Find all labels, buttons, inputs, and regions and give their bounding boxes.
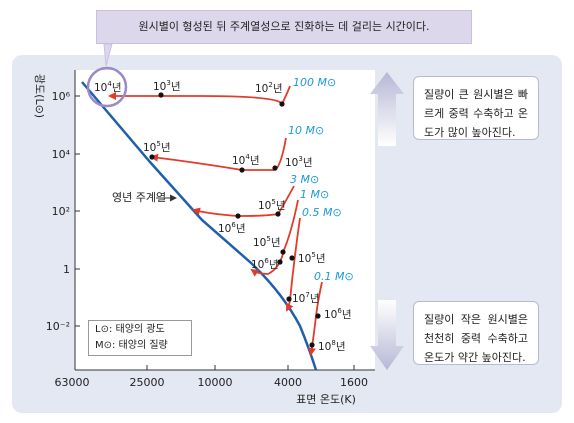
time-dot bbox=[309, 342, 315, 348]
time-dot bbox=[286, 296, 292, 302]
x-tick-label: 10000 bbox=[198, 376, 233, 389]
time-dot bbox=[272, 165, 278, 171]
main-sequence-label: 영년 주계열 bbox=[112, 191, 166, 204]
time-dots bbox=[149, 92, 321, 348]
down-arrow-icon bbox=[370, 300, 404, 370]
time-label: 103년 bbox=[153, 79, 181, 93]
legend-luminosity: L⊙: 태양의 광도 bbox=[95, 324, 165, 335]
x-ticks bbox=[74, 365, 355, 370]
time-dot bbox=[279, 101, 285, 107]
y-tick-label: 10² bbox=[52, 205, 70, 218]
time-dot bbox=[289, 255, 295, 261]
mass-label-10: 10 M⊙ bbox=[288, 124, 324, 137]
x-tick-labels: 63000 25000 10000 4000 1600 bbox=[55, 376, 369, 389]
time-dot bbox=[235, 213, 241, 219]
time-label: 105년 bbox=[258, 198, 286, 212]
time-dot bbox=[277, 259, 283, 265]
y-tick-label: 10⁻² bbox=[46, 320, 70, 333]
time-label: 108년 bbox=[318, 339, 346, 353]
y-axis-label: 광도(L⊙) bbox=[33, 74, 46, 118]
track-3 bbox=[192, 185, 295, 217]
time-dot bbox=[315, 313, 321, 319]
time-label: 107년 bbox=[292, 291, 320, 305]
time-callout: 원시별이 형성된 뒤 주계열성으로 진화하는 데 걸리는 시간이다. bbox=[96, 10, 472, 44]
mass-label-0.5: 0.5 M⊙ bbox=[302, 206, 342, 219]
y-tick-label: 10⁶ bbox=[52, 90, 71, 103]
note-high-mass: 질량이 큰 원시별은 빠르게 중력 수축하고 온도가 많이 높아진다. bbox=[413, 76, 539, 140]
time-label: 102년 bbox=[255, 81, 283, 95]
y-tick-label: 10⁴ bbox=[52, 148, 71, 161]
mass-label-1: 1 M⊙ bbox=[300, 188, 329, 201]
x-tick-label: 1600 bbox=[340, 376, 368, 389]
y-tick-labels: 10⁶ 10⁴ 10² 1 10⁻² bbox=[46, 90, 71, 333]
y-tick-label: 1 bbox=[63, 263, 70, 276]
note-low-mass: 질량이 작은 원시별은 천천히 중력 수축하고 온도가 약간 높아진다. bbox=[413, 301, 539, 365]
time-label: 106년 bbox=[251, 257, 279, 271]
x-axis-label: 표면 온도(K) bbox=[296, 393, 356, 406]
time-label: 105년 bbox=[143, 140, 171, 154]
up-arrow-icon bbox=[370, 72, 404, 146]
mass-labels: 100 M⊙ 10 M⊙ 3 M⊙ 1 M⊙ 0.5 M⊙ 0.1 M⊙ bbox=[288, 76, 354, 283]
mass-label-100: 100 M⊙ bbox=[293, 76, 336, 89]
y-ticks bbox=[75, 95, 80, 327]
mass-label-3: 3 M⊙ bbox=[290, 173, 319, 186]
x-tick-label: 25000 bbox=[130, 376, 165, 389]
time-label: 105년 bbox=[298, 251, 326, 265]
time-dot bbox=[280, 249, 286, 255]
time-dot bbox=[149, 154, 155, 160]
time-label: 105년 bbox=[253, 235, 281, 249]
time-label: 106년 bbox=[218, 221, 246, 235]
time-label: 103년 bbox=[285, 155, 313, 169]
x-tick-label: 4000 bbox=[274, 376, 302, 389]
legend-mass: M⊙: 태양의 질량 bbox=[95, 340, 168, 351]
time-label: 104년 bbox=[232, 153, 260, 167]
mass-label-0.1: 0.1 M⊙ bbox=[314, 270, 354, 283]
time-dot bbox=[275, 211, 281, 217]
x-tick-label: 63000 bbox=[55, 376, 90, 389]
track-1 bbox=[250, 199, 299, 277]
time-dot bbox=[239, 167, 245, 173]
time-labels: 104년 103년 102년 105년 104년 103년 105년 106년 … bbox=[94, 79, 352, 353]
highlight-circle bbox=[86, 66, 128, 108]
time-label: 104년 bbox=[94, 80, 122, 94]
legend-box: L⊙: 태양의 광도 M⊙: 태양의 질량 bbox=[88, 320, 192, 356]
time-dot bbox=[158, 92, 164, 98]
time-label: 106년 bbox=[324, 307, 352, 321]
